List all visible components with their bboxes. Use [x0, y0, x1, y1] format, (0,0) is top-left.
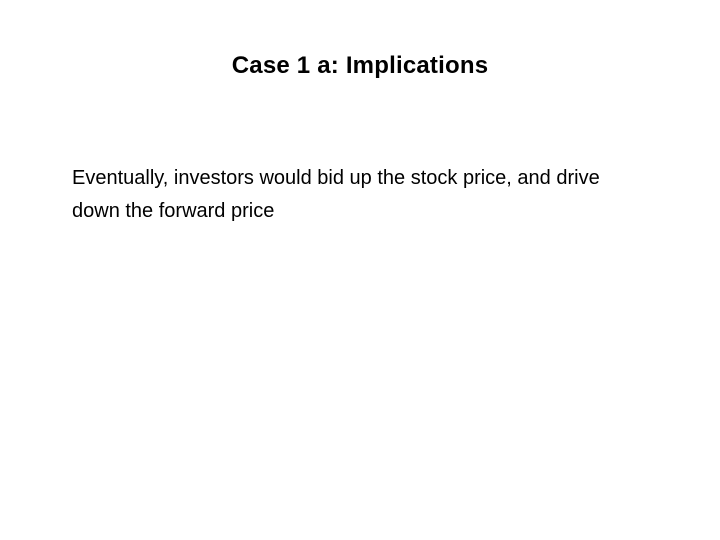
- slide-container: Case 1 a: Implications Eventually, inves…: [0, 0, 720, 540]
- slide-title: Case 1 a: Implications: [70, 52, 650, 80]
- slide-body-text: Eventually, investors would bid up the s…: [70, 162, 650, 228]
